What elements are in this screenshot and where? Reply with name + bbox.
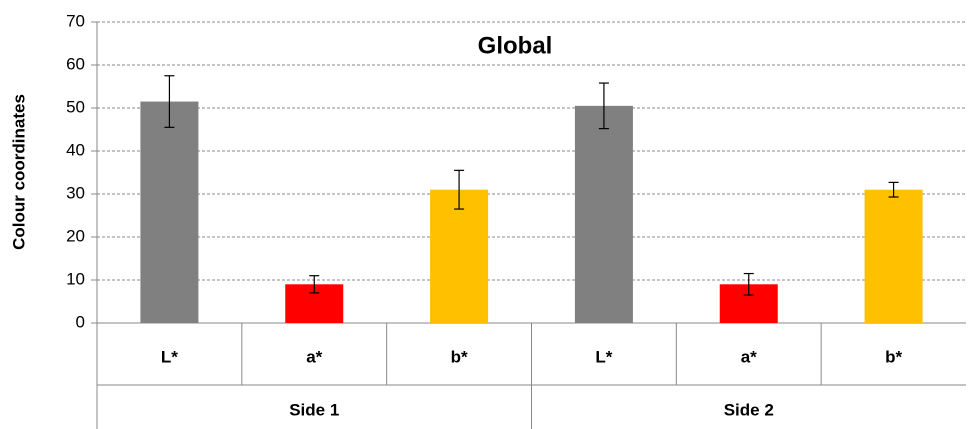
x-tick-label: a* xyxy=(306,347,322,366)
y-tick-label: 50 xyxy=(66,97,85,116)
group-label: Side 1 xyxy=(289,400,339,419)
y-tick-label: 0 xyxy=(76,312,85,331)
error-bar xyxy=(454,169,465,210)
y-tick-label: 60 xyxy=(66,54,85,73)
chart-title: Global xyxy=(478,32,553,59)
x-tick-label: b* xyxy=(885,347,902,366)
error-bar xyxy=(743,272,754,296)
y-tick-label: 40 xyxy=(66,140,85,159)
bar xyxy=(430,189,489,323)
x-tick-label: L* xyxy=(595,347,612,366)
y-tick-label: 30 xyxy=(66,183,85,202)
bar xyxy=(574,105,633,323)
y-tick-label: 20 xyxy=(66,226,85,245)
y-tick-label: 10 xyxy=(66,269,85,288)
error-bar xyxy=(164,75,175,128)
y-axis-label: Colour coordinates xyxy=(9,94,28,250)
bar xyxy=(864,189,923,323)
error-bar xyxy=(309,275,320,294)
error-bar xyxy=(888,181,899,198)
x-tick-label: L* xyxy=(161,347,178,366)
x-tick-label: b* xyxy=(451,347,468,366)
error-bar xyxy=(598,82,609,130)
x-tick-label: a* xyxy=(741,347,757,366)
bar xyxy=(140,101,199,323)
group-label: Side 2 xyxy=(724,400,774,419)
y-tick-label: 70 xyxy=(66,11,85,30)
